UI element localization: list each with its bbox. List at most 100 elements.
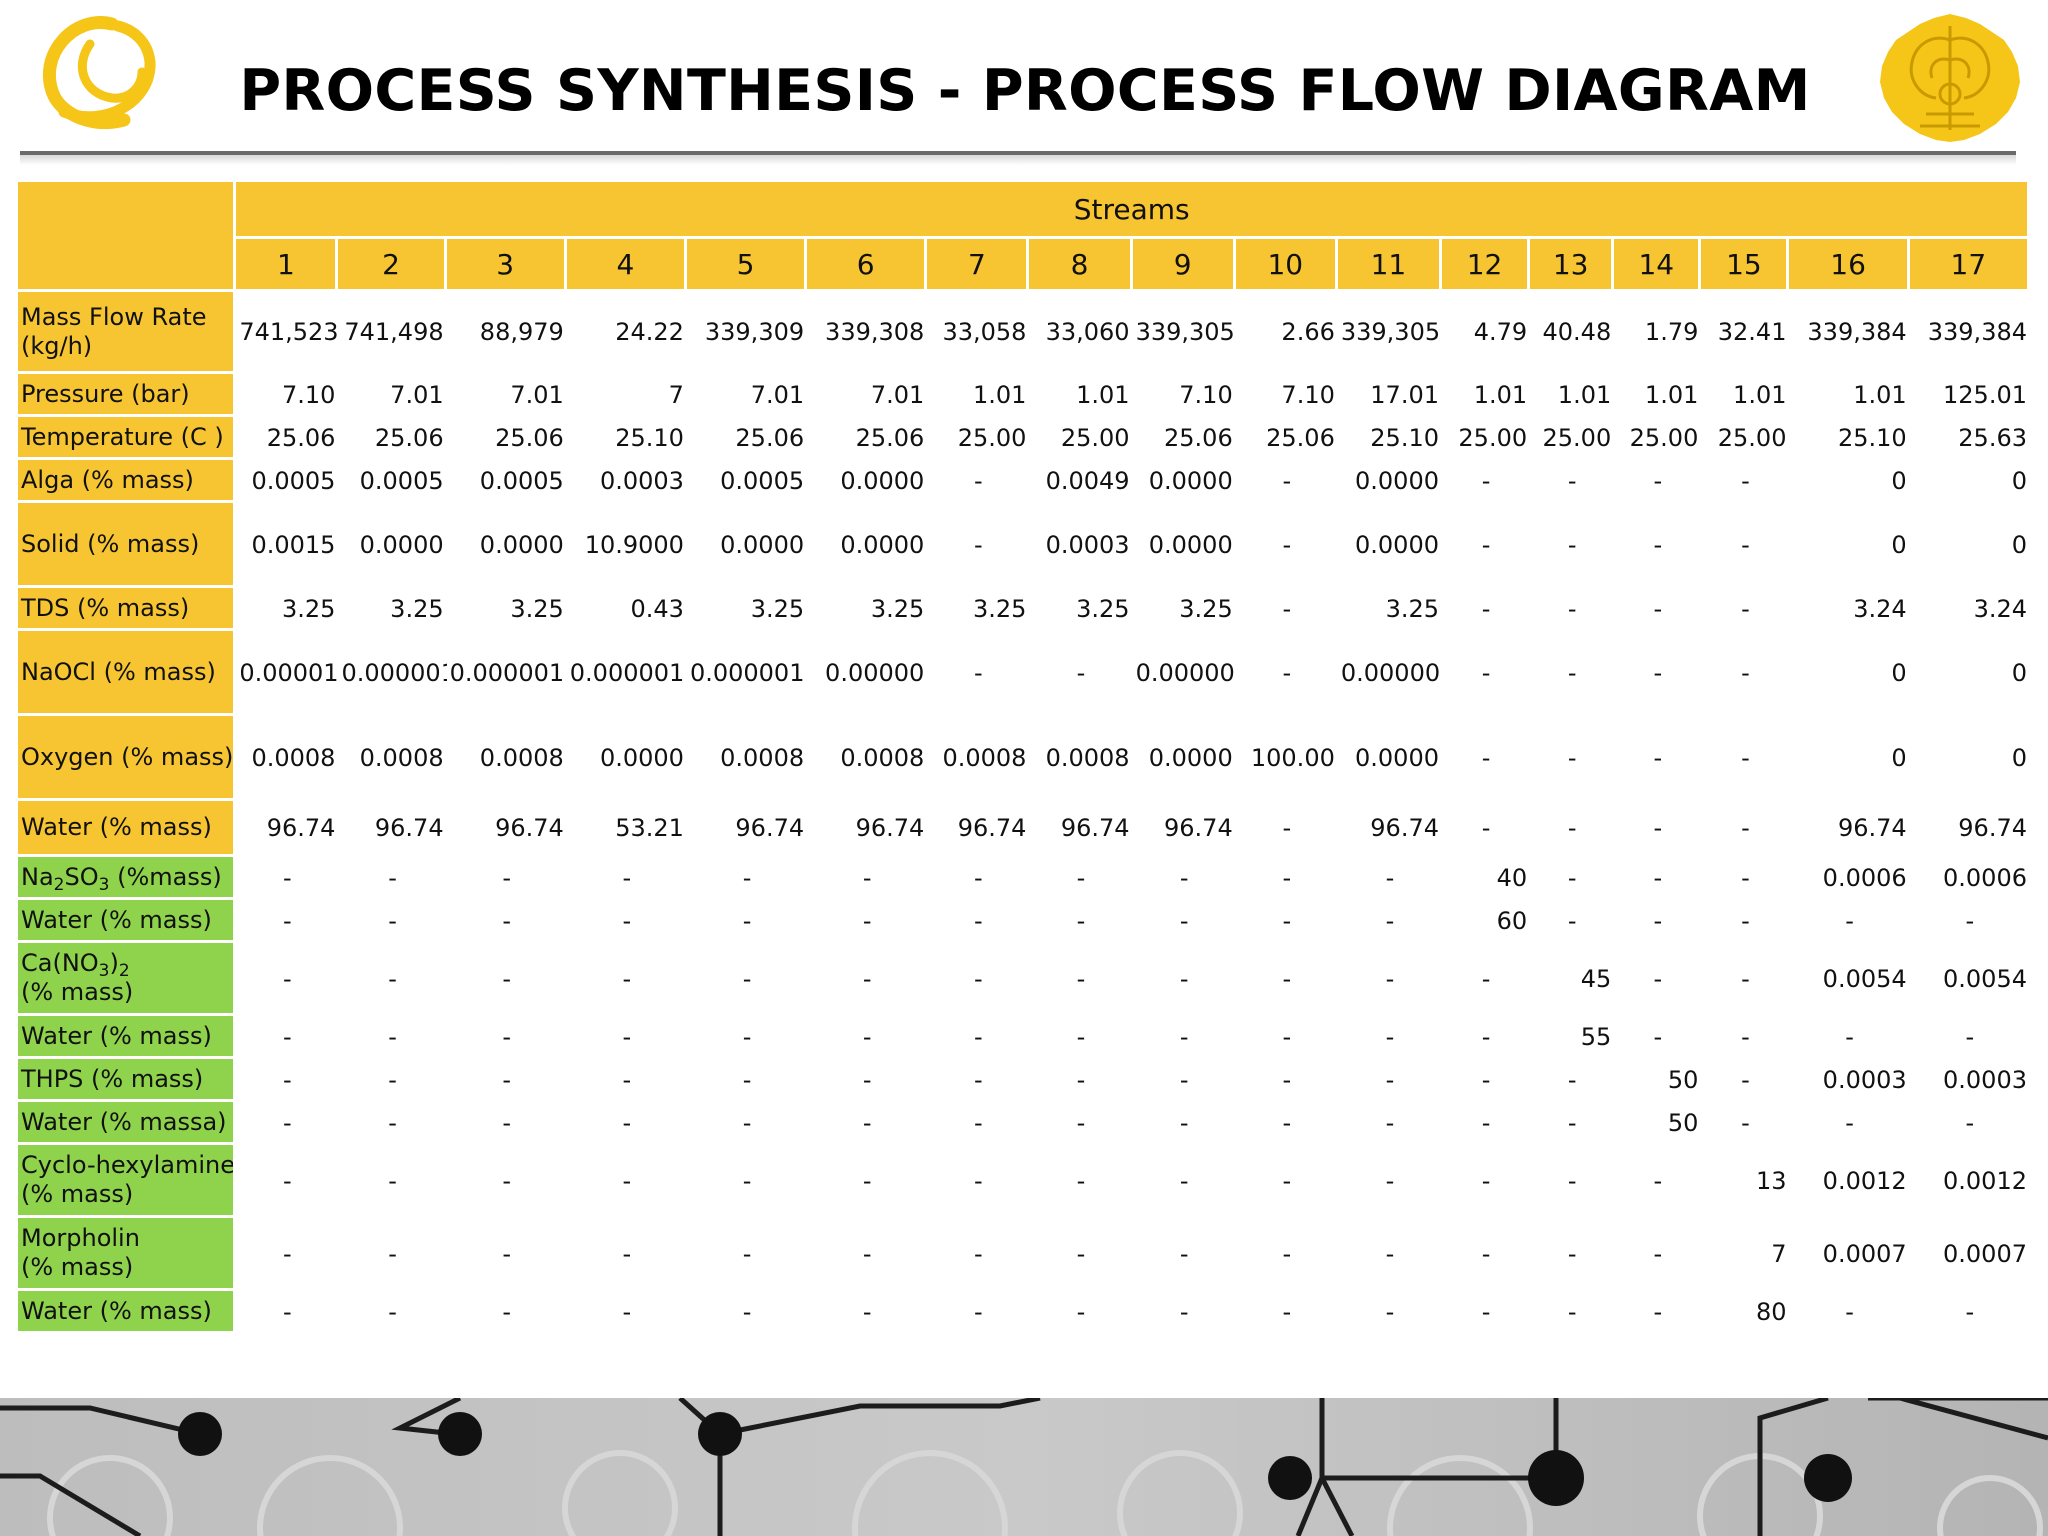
table-cell: 0.0005 xyxy=(251,466,336,495)
table-cell: - xyxy=(1282,530,1292,559)
table-cell: - xyxy=(1653,1166,1663,1195)
table-cell: - xyxy=(862,1239,872,1268)
table-cell: 0.0054 xyxy=(1943,964,2027,993)
table-cell: - xyxy=(1385,1297,1395,1326)
table-cell: 0.0008 xyxy=(720,743,805,772)
table-cell: - xyxy=(1282,863,1292,892)
table-cell: 0.000001 xyxy=(341,658,447,687)
table-cell: - xyxy=(742,1022,752,1051)
table-cell: 7.10 xyxy=(282,380,336,409)
row-label: Ca(NO3)2 (% mass) xyxy=(18,943,237,1016)
table-cell: 0 xyxy=(1891,466,1907,495)
table-cell: 25.00 xyxy=(1458,423,1528,452)
table-cell: 125.01 xyxy=(1943,380,2027,409)
table-cell: - xyxy=(1076,863,1086,892)
table-cell: - xyxy=(1741,906,1750,935)
table-cell: - xyxy=(283,906,292,935)
table-cell: 3.25 xyxy=(870,594,925,623)
table-cell: 0 xyxy=(2011,658,2027,687)
table-cell: - xyxy=(974,863,983,892)
table-cell: 0.0008 xyxy=(942,743,1027,772)
table-cell: 0.0005 xyxy=(479,466,564,495)
table-cell: - xyxy=(1385,1239,1395,1268)
row-label: Alga (% mass) xyxy=(18,460,237,503)
table-cell: 0.000001 xyxy=(689,658,805,687)
table-cell: - xyxy=(1481,814,1491,843)
table-cell: - xyxy=(1179,1022,1189,1051)
table-cell: 0.0049 xyxy=(1045,466,1130,495)
table-cell: 55 xyxy=(1580,1022,1612,1051)
table-cell: - xyxy=(1481,964,1491,993)
table-cell: - xyxy=(1481,1297,1491,1326)
table-cell: - xyxy=(388,1166,397,1195)
table-cell: 1.01 xyxy=(1733,380,1787,409)
table-cell: 96.74 xyxy=(266,814,336,843)
table-cell: - xyxy=(1653,1239,1663,1268)
stream-number-header: 16 xyxy=(1789,239,1910,292)
table-cell: 0.0000 xyxy=(599,743,684,772)
table-cell: 0.0008 xyxy=(479,743,564,772)
table-cell: 741,523 xyxy=(239,318,339,347)
table-cell: - xyxy=(1567,466,1577,495)
row-label: TDS (% mass) xyxy=(18,588,237,631)
table-cell: 0.0000 xyxy=(1148,466,1233,495)
table-cell: - xyxy=(1741,1065,1750,1094)
table-cell: - xyxy=(1653,594,1663,623)
table-row: Water (% mass) 96.74 96.74 96.74 53.21 96.74 9… xyxy=(18,801,2030,857)
stream-numbers-row: 1 2 3 4 5 6 7 8 9 10 11 12 13 14 15 16 17 xyxy=(18,239,2030,292)
table-cell: - xyxy=(1282,1108,1292,1137)
table-cell: 1.01 xyxy=(1473,380,1528,409)
table-cell: - xyxy=(1179,906,1189,935)
table-cell: - xyxy=(1385,906,1395,935)
table-cell: 0.00000 xyxy=(1340,658,1441,687)
table-cell: - xyxy=(1965,906,1975,935)
table-cell: - xyxy=(1845,1022,1854,1051)
table-cell: - xyxy=(862,1108,872,1137)
table-cell: 7.10 xyxy=(1179,380,1233,409)
table-cell: 25.06 xyxy=(855,423,925,452)
table-cell: 0.0000 xyxy=(840,466,925,495)
table-cell: 0.0015 xyxy=(251,530,336,559)
table-cell: - xyxy=(1282,658,1292,687)
table-cell: 0.0012 xyxy=(1943,1166,2027,1195)
table-cell: 741,498 xyxy=(344,318,444,347)
row-label: Cyclo-hexylamine (% mass) xyxy=(18,1145,237,1218)
table-cell: - xyxy=(622,1166,632,1195)
stream-number-header: 14 xyxy=(1614,239,1702,292)
table-cell: 7.01 xyxy=(750,380,805,409)
table-row: TDS (% mass) 3.25 3.25 3.25 0.43 3.25 3.25 3.25… xyxy=(18,588,2030,631)
table-cell: 24.22 xyxy=(615,318,684,347)
table-cell: - xyxy=(974,1239,983,1268)
circuit-banner-image xyxy=(0,1398,2048,1536)
table-cell: - xyxy=(1481,1022,1491,1051)
table-cell: - xyxy=(1567,743,1577,772)
table-cell: - xyxy=(1741,743,1750,772)
table-cell: - xyxy=(502,1022,512,1051)
table-cell: - xyxy=(622,964,632,993)
table-cell: - xyxy=(974,1166,983,1195)
table-cell: - xyxy=(1076,658,1086,687)
table-cell: - xyxy=(974,658,983,687)
table-cell: - xyxy=(622,1108,632,1137)
table-cell: - xyxy=(1741,1022,1750,1051)
table-cell: - xyxy=(974,1108,983,1137)
table-cell: 96.74 xyxy=(1958,814,2027,843)
table-cell: - xyxy=(388,1065,397,1094)
table-cell: 1.01 xyxy=(1644,380,1699,409)
table-cell: 7 xyxy=(668,380,684,409)
table-cell: 25.63 xyxy=(1958,423,2027,452)
table-cell: 0.0000 xyxy=(1355,466,1439,495)
table-cell: - xyxy=(974,466,983,495)
table-cell: 25.00 xyxy=(957,423,1027,452)
table-cell: - xyxy=(742,906,752,935)
table-cell: 7.01 xyxy=(510,380,564,409)
table-cell: - xyxy=(742,1065,752,1094)
table-cell: 7.01 xyxy=(870,380,925,409)
table-cell: 0.000001 xyxy=(449,658,565,687)
table-cell: - xyxy=(502,906,512,935)
table-cell: 0 xyxy=(2011,466,2027,495)
table-cell: - xyxy=(283,1239,292,1268)
table-cell: - xyxy=(283,863,292,892)
table-cell: 10.9000 xyxy=(584,530,684,559)
table-cell: - xyxy=(1567,530,1577,559)
